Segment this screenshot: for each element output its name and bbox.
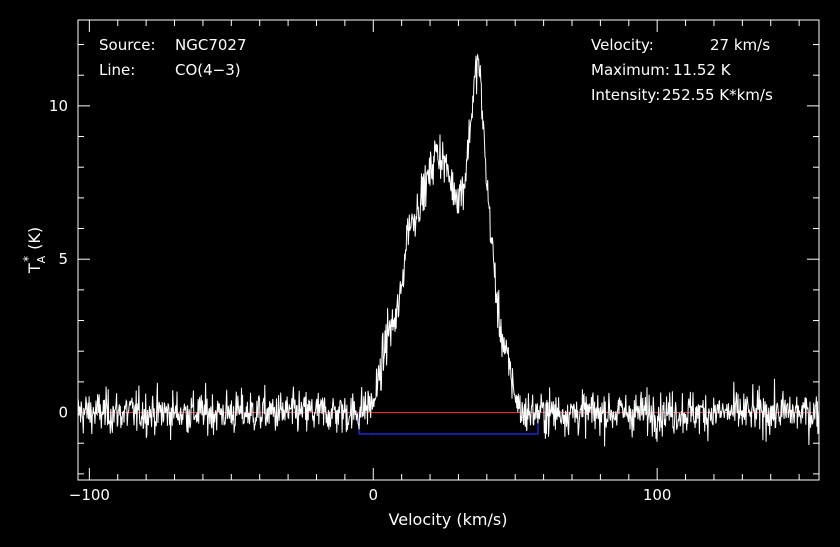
plot-frame	[77, 19, 820, 481]
y-axis-label-sup: *	[21, 256, 35, 262]
y-axis-label-main: T	[25, 263, 44, 274]
intensity-label: Intensity:	[591, 86, 661, 104]
y-tick-label: 10	[49, 97, 68, 115]
integration-window	[358, 412, 539, 435]
y-axis-label: TA* (K)	[21, 227, 48, 274]
y-axis-label-sub: A	[35, 255, 48, 263]
x-axis-label: Velocity (km/s)	[389, 510, 508, 529]
maximum-value: 11.52 K	[673, 61, 731, 79]
velocity-label: Velocity:	[591, 36, 654, 54]
spectrum-series	[77, 54, 820, 447]
y-tick-label: 0	[58, 404, 68, 422]
x-tick-label: 0	[368, 486, 378, 504]
maximum-label: Maximum:	[591, 61, 670, 79]
y-axis-label-unit: (K)	[25, 227, 44, 250]
intensity-value: 252.55 K*km/s	[662, 86, 773, 104]
velocity-value: 27 km/s	[710, 36, 771, 54]
line-label: Line:	[99, 61, 136, 79]
source-value: NGC7027	[175, 36, 247, 54]
line-value: CO(4−3)	[175, 61, 241, 79]
tick-labels: −100 0 100 0 5 10	[49, 97, 672, 504]
svg-text:TA*(K): TA* (K)	[21, 227, 48, 274]
x-tick-label: 100	[643, 486, 672, 504]
x-tick-label: −100	[69, 486, 110, 504]
axis-ticks	[78, 20, 819, 480]
y-tick-label: 5	[58, 250, 68, 268]
source-label: Source:	[99, 36, 156, 54]
